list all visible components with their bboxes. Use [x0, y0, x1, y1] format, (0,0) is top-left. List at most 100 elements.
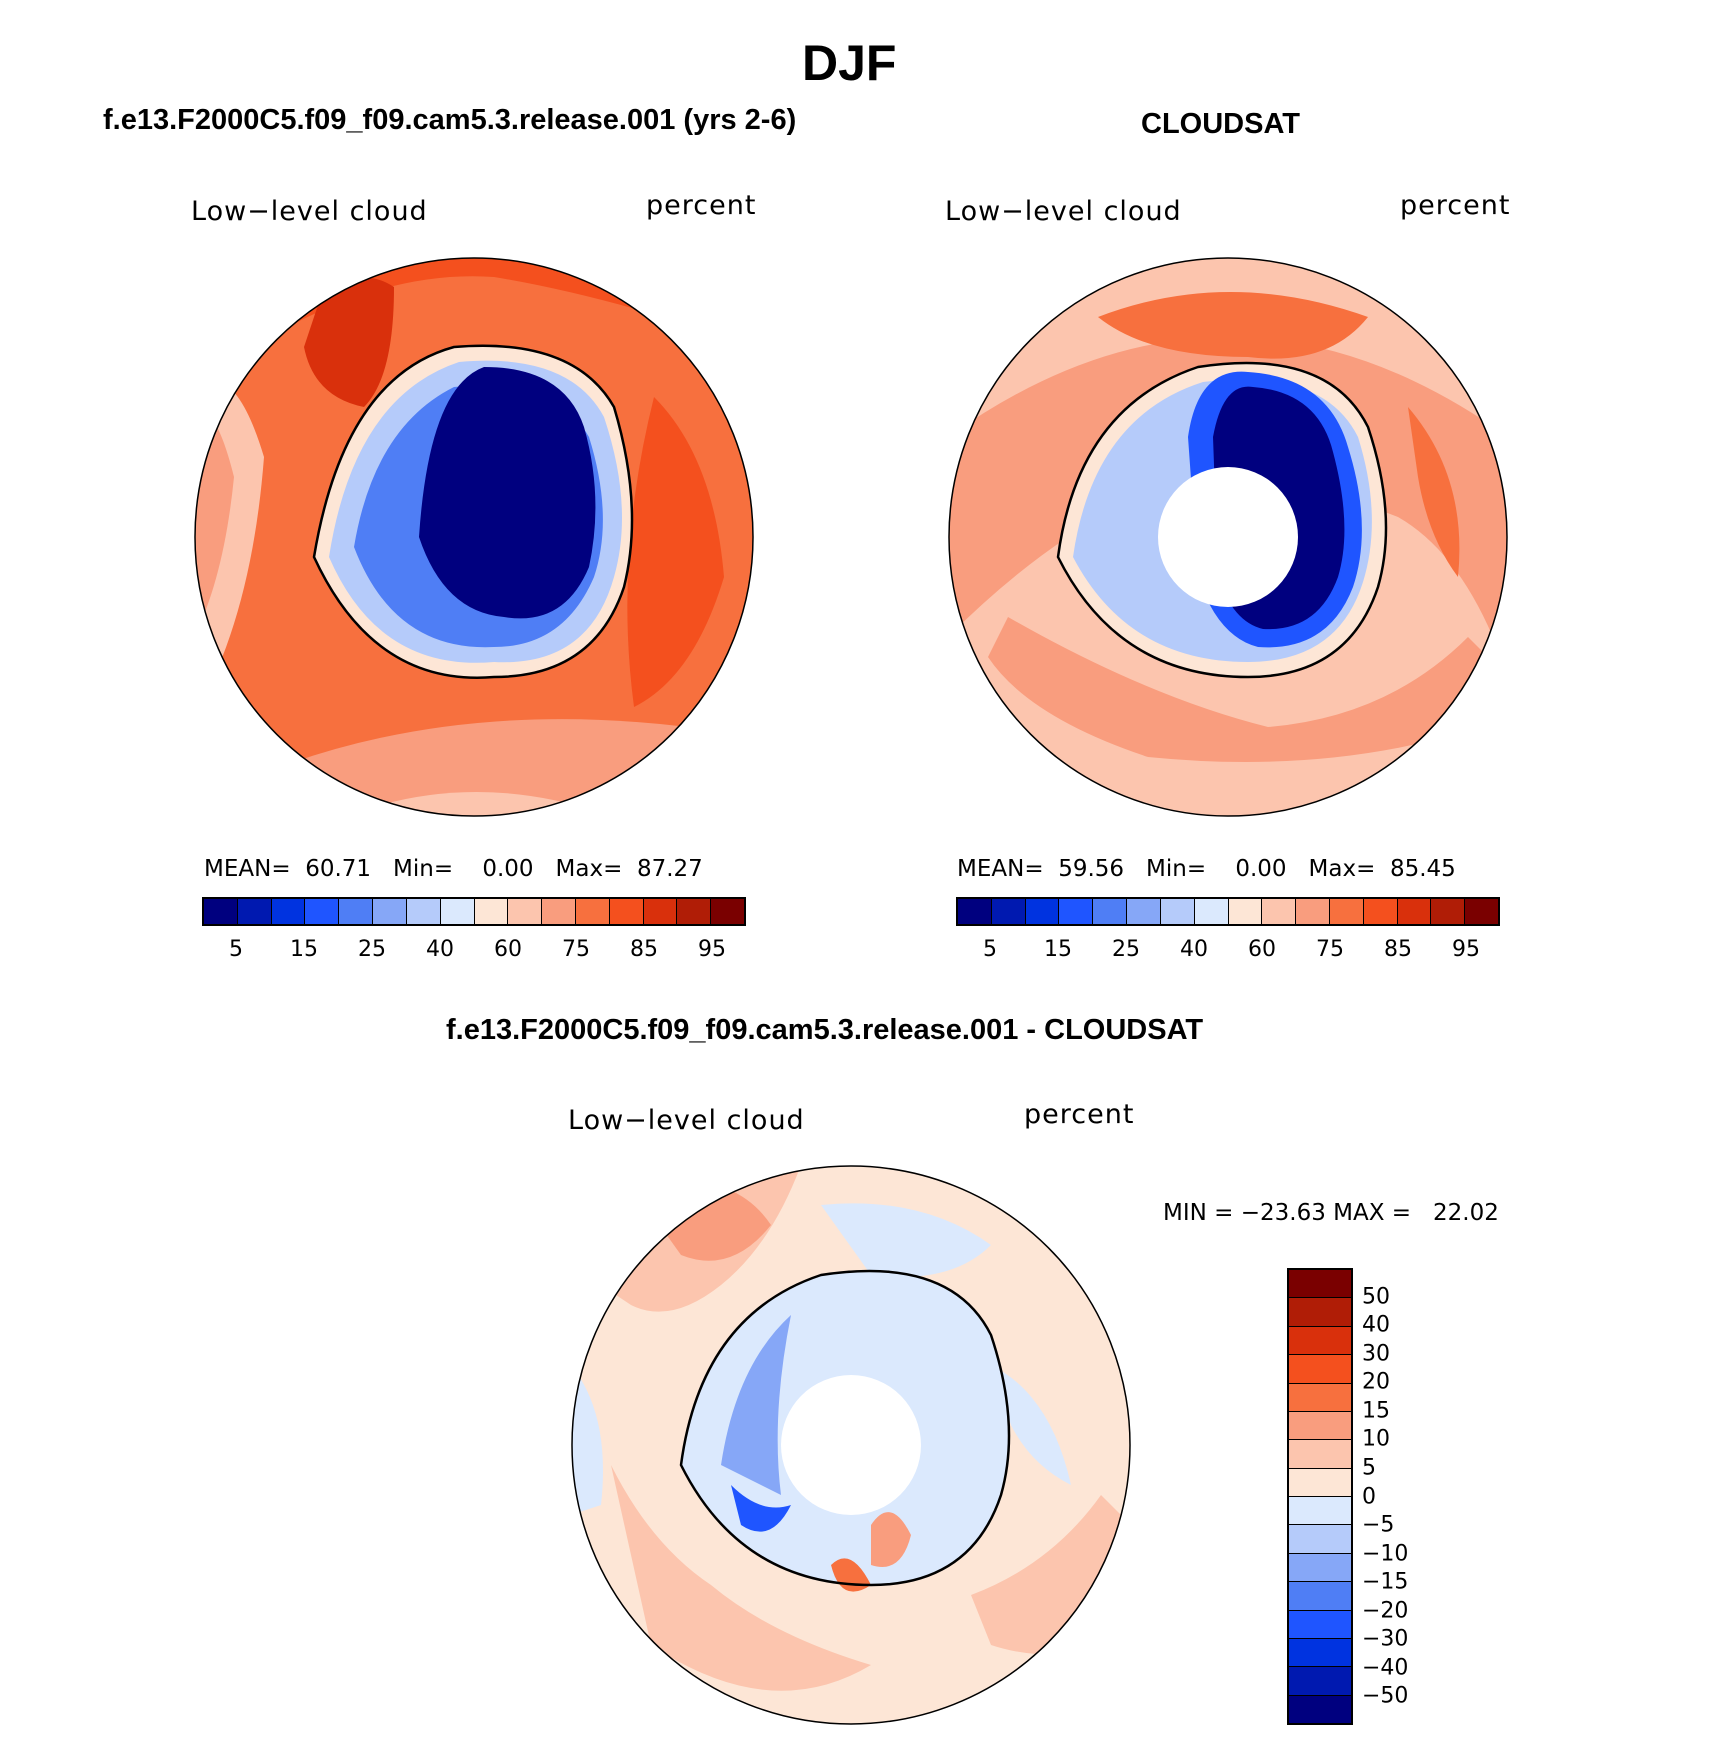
model-colorbar-tick-label: 25 — [358, 937, 386, 962]
model-colorbar-swatch — [508, 899, 543, 924]
model-colorbar — [202, 897, 746, 926]
model-colorbar-swatch — [711, 899, 744, 924]
obs-colorbar-tick-label: 75 — [1316, 937, 1344, 962]
obs-colorbar-tick-label: 40 — [1180, 937, 1208, 962]
diff-colorbar-swatch — [1289, 1468, 1351, 1497]
diff-colorbar-swatch — [1289, 1440, 1351, 1469]
diff-colorbar-tick-label: 30 — [1362, 1341, 1390, 1367]
model-colorbar-tick-label: 60 — [494, 937, 522, 962]
obs-colorbar-tick-label: 5 — [983, 937, 997, 962]
diff-colorbar-swatch — [1289, 1582, 1351, 1611]
obs-colorbar-swatch — [1262, 899, 1297, 924]
diff-colorbar-tick-label: −40 — [1362, 1655, 1409, 1681]
model-colorbar-swatch — [474, 899, 509, 924]
diff-colorbar-tick-label: −20 — [1362, 1598, 1409, 1624]
diff-colorbar-swatch — [1289, 1525, 1351, 1554]
diff-polar-map — [571, 1165, 1131, 1725]
obs-colorbar-tick-label: 95 — [1452, 937, 1480, 962]
obs-max-label: Max= — [1308, 856, 1376, 882]
model-stats: MEAN= 60.71 Min= 0.00 Max= 87.27 — [204, 856, 703, 882]
diff-colorbar-tick-label: 0 — [1362, 1484, 1376, 1509]
model-variable-label: Low−level cloud — [191, 196, 428, 227]
diff-colorbar-swatch — [1289, 1355, 1351, 1384]
model-max-value: 87.27 — [636, 856, 703, 882]
diff-colorbar — [1287, 1268, 1353, 1725]
diff-colorbar-swatch — [1289, 1298, 1351, 1327]
diff-colorbar-swatch — [1289, 1326, 1351, 1356]
diff-colorbar-tick-label: −5 — [1362, 1512, 1395, 1538]
diff-colorbar-swatch — [1289, 1553, 1351, 1583]
model-max-label: Max= — [555, 856, 623, 882]
diff-colorbar-swatch — [1289, 1667, 1351, 1696]
model-colorbar-tick-label: 75 — [562, 937, 590, 962]
diff-colorbar-swatch — [1289, 1411, 1351, 1441]
diff-colorbar-tick-label: 15 — [1362, 1398, 1390, 1424]
model-polar-map — [194, 257, 754, 817]
diff-colorbar-tick-label: −50 — [1362, 1683, 1409, 1709]
obs-colorbar-tick-label: 60 — [1248, 937, 1276, 962]
obs-colorbar-swatch — [1397, 899, 1432, 924]
obs-colorbar-swatch — [991, 899, 1026, 924]
diff-colorbar-swatch — [1289, 1638, 1351, 1668]
diff-panel-header: f.e13.F2000C5.f09_f09.cam5.3.release.001… — [446, 1014, 1204, 1046]
diff-colorbar-tick-label: 20 — [1362, 1369, 1390, 1395]
diff-colorbar-tick-label: 10 — [1362, 1426, 1390, 1452]
model-min-label: Min= — [393, 856, 454, 882]
model-colorbar-swatch — [339, 899, 374, 924]
diff-colorbar-swatch — [1289, 1610, 1351, 1639]
model-mean-label: MEAN= — [204, 856, 291, 882]
model-colorbar-tick-label: 5 — [229, 937, 243, 962]
model-panel-header: f.e13.F2000C5.f09_f09.cam5.3.release.001… — [103, 104, 797, 136]
diff-colorbar-tick-label: 5 — [1362, 1455, 1376, 1481]
obs-colorbar-tick-label: 25 — [1112, 937, 1140, 962]
obs-mean-label: MEAN= — [957, 856, 1044, 882]
obs-colorbar-swatch — [1194, 899, 1229, 924]
obs-colorbar-tick-label: 15 — [1044, 937, 1072, 962]
obs-units-label: percent — [1400, 190, 1511, 221]
model-colorbar-tick-label: 15 — [290, 937, 318, 962]
diff-colorbar-swatch — [1289, 1695, 1351, 1723]
obs-colorbar-swatch — [1329, 899, 1364, 924]
model-colorbar-swatch — [643, 899, 678, 924]
obs-colorbar-swatch — [958, 899, 992, 924]
obs-colorbar-swatch — [1093, 899, 1128, 924]
diff-variable-label: Low−level cloud — [568, 1105, 805, 1136]
model-colorbar-swatch — [575, 899, 610, 924]
model-min-value: 0.00 — [482, 856, 534, 882]
diff-colorbar-swatch — [1289, 1270, 1351, 1299]
obs-max-value: 85.45 — [1389, 856, 1456, 882]
obs-colorbar-swatch — [1025, 899, 1060, 924]
diff-colorbar-swatch — [1289, 1383, 1351, 1412]
obs-variable-label: Low−level cloud — [945, 196, 1182, 227]
diff-colorbar-swatch — [1289, 1497, 1351, 1526]
model-mean-value: 60.71 — [305, 856, 372, 882]
diff-colorbar-tick-label: −10 — [1362, 1541, 1409, 1567]
diff-colorbar-tick-label: −15 — [1362, 1569, 1409, 1595]
model-colorbar-swatch — [440, 899, 475, 924]
obs-colorbar-swatch — [1363, 899, 1398, 924]
obs-colorbar-tick-label: 85 — [1384, 937, 1412, 962]
obs-colorbar-swatch — [1296, 899, 1330, 924]
diff-colorbar-tick-label: 50 — [1362, 1284, 1390, 1310]
model-colorbar-swatch — [406, 899, 441, 924]
obs-colorbar-swatch — [1127, 899, 1161, 924]
model-colorbar-tick-label: 85 — [630, 937, 658, 962]
figure-title: DJF — [802, 35, 897, 91]
model-colorbar-swatch — [237, 899, 272, 924]
model-colorbar-tick-label: 40 — [426, 937, 454, 962]
model-units-label: percent — [646, 190, 757, 221]
obs-colorbar-swatch — [1465, 899, 1498, 924]
model-colorbar-swatch — [609, 899, 644, 924]
diff-colorbar-tick-label: 40 — [1362, 1312, 1390, 1338]
obs-colorbar-swatch — [1431, 899, 1466, 924]
obs-min-label: Min= — [1146, 856, 1207, 882]
obs-mean-value: 59.56 — [1058, 856, 1125, 882]
model-colorbar-swatch — [373, 899, 407, 924]
model-colorbar-swatch — [204, 899, 238, 924]
model-colorbar-swatch — [677, 899, 712, 924]
model-colorbar-tick-label: 95 — [698, 937, 726, 962]
diff-units-label: percent — [1024, 1099, 1135, 1130]
obs-stats: MEAN= 59.56 Min= 0.00 Max= 85.45 — [957, 856, 1456, 882]
obs-polar-map — [948, 257, 1508, 817]
diff-colorbar-tick-label: −30 — [1362, 1626, 1409, 1652]
